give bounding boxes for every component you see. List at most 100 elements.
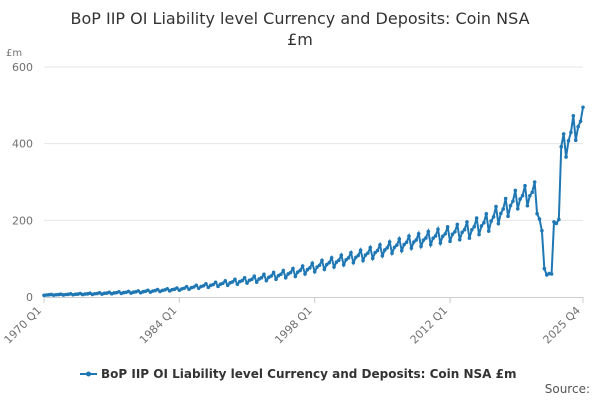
data-point[interactable]: [322, 267, 327, 272]
data-point[interactable]: [329, 255, 334, 260]
data-point[interactable]: [489, 219, 493, 223]
data-point[interactable]: [554, 221, 559, 226]
data-point[interactable]: [409, 246, 414, 250]
data-point[interactable]: [479, 224, 484, 228]
data-point[interactable]: [542, 266, 547, 271]
data-point[interactable]: [484, 211, 489, 216]
data-point[interactable]: [291, 266, 295, 271]
data-point[interactable]: [264, 278, 269, 283]
data-point[interactable]: [390, 251, 394, 256]
data-point[interactable]: [460, 230, 464, 235]
data-point[interactable]: [242, 275, 247, 280]
data-point[interactable]: [300, 264, 305, 268]
data-point[interactable]: [235, 282, 240, 287]
data-point[interactable]: [537, 217, 542, 221]
data-point[interactable]: [213, 280, 218, 285]
data-point[interactable]: [146, 288, 150, 293]
data-point[interactable]: [491, 215, 496, 219]
data-point[interactable]: [477, 232, 481, 237]
data-point[interactable]: [441, 234, 445, 238]
data-point[interactable]: [450, 232, 455, 237]
data-point[interactable]: [341, 263, 346, 267]
data-point[interactable]: [520, 193, 525, 198]
data-point[interactable]: [571, 113, 576, 118]
data-point[interactable]: [494, 204, 498, 209]
data-point[interactable]: [327, 260, 332, 265]
data-point[interactable]: [511, 199, 515, 204]
data-point[interactable]: [366, 251, 370, 255]
data-point[interactable]: [201, 283, 206, 288]
data-point[interactable]: [518, 197, 522, 201]
data-point[interactable]: [467, 236, 472, 240]
data-point[interactable]: [233, 277, 237, 282]
data-point[interactable]: [453, 230, 457, 234]
data-point[interactable]: [525, 203, 530, 208]
data-point[interactable]: [426, 229, 431, 234]
data-point[interactable]: [578, 119, 583, 124]
data-point[interactable]: [465, 220, 469, 224]
data-point[interactable]: [298, 268, 303, 273]
data-point[interactable]: [445, 225, 450, 229]
data-point[interactable]: [274, 277, 278, 282]
data-point[interactable]: [380, 253, 385, 258]
data-point[interactable]: [370, 256, 375, 261]
data-point[interactable]: [470, 228, 474, 232]
data-point[interactable]: [392, 245, 397, 250]
data-point[interactable]: [474, 216, 479, 220]
data-point[interactable]: [346, 256, 351, 260]
data-point[interactable]: [419, 244, 423, 249]
data-point[interactable]: [358, 248, 363, 252]
data-point[interactable]: [317, 263, 322, 268]
data-point[interactable]: [312, 269, 317, 274]
data-point[interactable]: [211, 282, 215, 287]
data-point[interactable]: [523, 183, 527, 188]
data-point[interactable]: [581, 105, 585, 110]
data-point[interactable]: [216, 284, 220, 289]
data-point[interactable]: [573, 138, 578, 143]
data-point[interactable]: [373, 250, 377, 255]
data-point[interactable]: [339, 253, 344, 257]
data-point[interactable]: [269, 274, 274, 278]
data-point[interactable]: [561, 132, 566, 136]
data-point[interactable]: [356, 253, 361, 258]
data-point[interactable]: [455, 222, 460, 227]
data-point[interactable]: [155, 287, 160, 292]
data-point[interactable]: [385, 246, 390, 250]
data-point[interactable]: [165, 286, 170, 291]
data-point[interactable]: [433, 234, 438, 238]
data-point[interactable]: [402, 242, 406, 247]
data-point[interactable]: [254, 280, 259, 284]
data-point[interactable]: [245, 281, 249, 285]
data-point[interactable]: [279, 272, 283, 277]
data-point[interactable]: [513, 188, 518, 193]
data-point[interactable]: [223, 279, 228, 283]
data-point[interactable]: [395, 243, 399, 247]
data-point[interactable]: [421, 238, 426, 242]
data-point[interactable]: [283, 275, 288, 280]
data-point[interactable]: [225, 283, 230, 288]
data-point[interactable]: [288, 270, 293, 275]
data-point[interactable]: [431, 236, 435, 240]
data-point[interactable]: [503, 196, 508, 201]
data-point[interactable]: [528, 193, 532, 198]
data-point[interactable]: [399, 248, 404, 253]
data-point[interactable]: [252, 274, 257, 278]
data-point[interactable]: [501, 207, 506, 211]
data-point[interactable]: [557, 217, 561, 222]
data-point[interactable]: [204, 282, 208, 286]
data-point[interactable]: [383, 248, 387, 252]
data-point[interactable]: [530, 190, 535, 195]
data-point[interactable]: [549, 272, 554, 276]
data-point[interactable]: [363, 253, 368, 257]
data-point[interactable]: [566, 138, 571, 143]
data-point[interactable]: [404, 240, 409, 245]
data-point[interactable]: [540, 228, 544, 233]
data-point[interactable]: [303, 272, 307, 276]
data-point[interactable]: [308, 266, 312, 270]
data-point[interactable]: [397, 237, 402, 241]
data-point[interactable]: [240, 278, 244, 283]
legend[interactable]: BoP IIP OI Liability level Currency and …: [80, 367, 516, 381]
data-point[interactable]: [564, 155, 568, 159]
data-point[interactable]: [499, 211, 503, 216]
data-point[interactable]: [271, 270, 276, 275]
